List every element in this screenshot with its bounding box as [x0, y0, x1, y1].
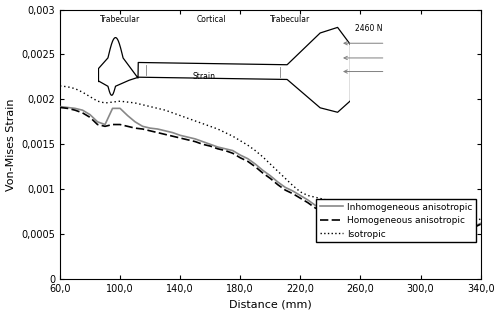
X-axis label: Distance (mm): Distance (mm): [229, 300, 312, 309]
Legend: Inhomogeneous anisotropic, Homogeneous anisotropic, Isotropic: Inhomogeneous anisotropic, Homogeneous a…: [316, 199, 476, 242]
Y-axis label: Von-Mises Strain: Von-Mises Strain: [6, 98, 16, 191]
